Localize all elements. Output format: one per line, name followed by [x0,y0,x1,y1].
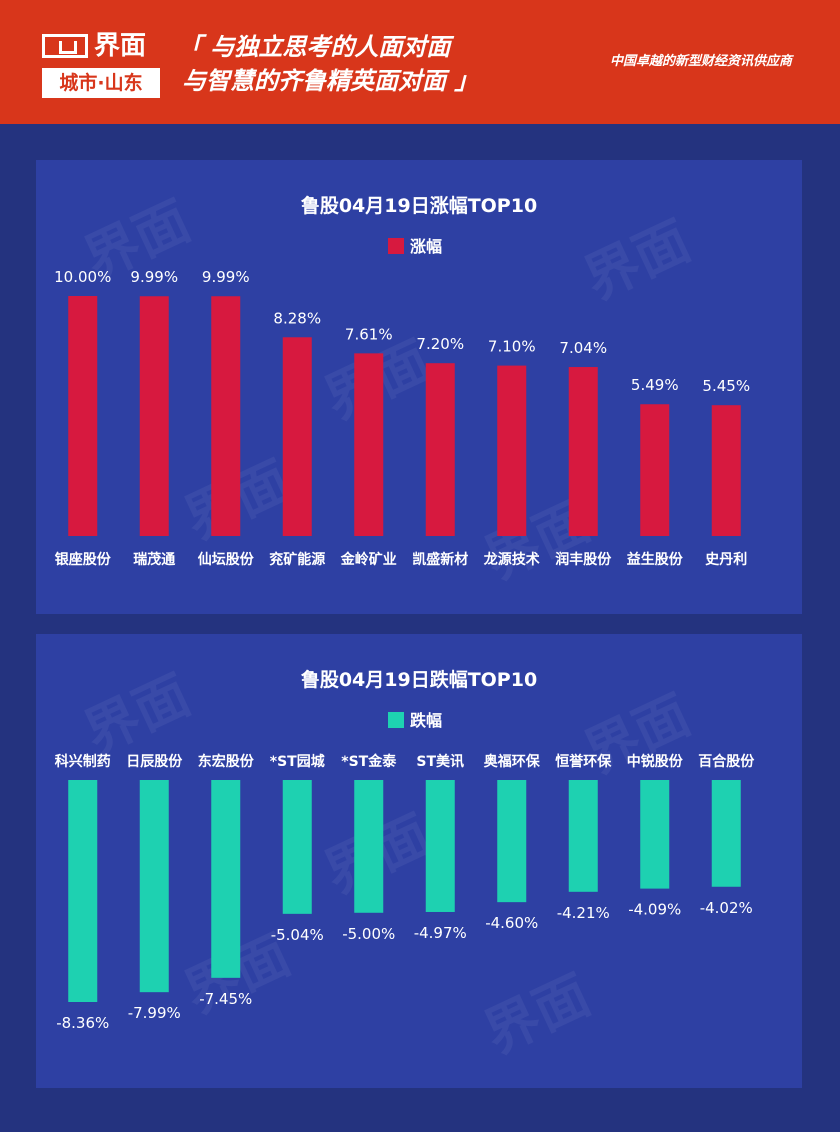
bar-2 [139,780,169,993]
logo-sub: 城市·山东 [42,68,160,98]
chart-title: 鲁股04月19日涨幅TOP10 [300,194,537,217]
category-label-9: 中锐股份 [627,753,684,770]
category-label-8: 润丰股份 [555,551,612,568]
value-label-5: -5.00% [342,925,395,943]
category-label-3: 仙坛股份 [198,551,255,568]
category-label-6: 凯盛新材 [412,551,468,568]
value-label-9: -4.09% [628,901,681,919]
category-label-4: 兖矿能源 [269,551,325,568]
value-label-10: 5.45% [702,377,750,395]
bar-4 [282,780,312,914]
bar-9 [640,404,670,536]
value-label-1: -8.36% [56,1014,109,1032]
category-label-10: 百合股份 [698,753,755,770]
value-label-3: -7.45% [199,990,252,1008]
value-label-7: -4.60% [485,914,538,932]
bar-7 [497,780,527,903]
value-label-6: 7.20% [416,335,464,353]
bar-8 [568,367,598,536]
value-label-2: -7.99% [128,1004,181,1022]
category-label-1: 科兴制药 [55,753,111,770]
category-label-7: 奥福环保 [484,753,541,770]
loss-chart: 界面界面界面界面界面鲁股04月19日跌幅TOP10跌幅-8.36%科兴制药-7.… [55,663,755,1066]
category-label-7: 龙源技术 [483,551,540,568]
category-label-10: 史丹利 [705,551,747,568]
category-label-9: 益生股份 [627,551,684,568]
bar-10 [711,405,741,536]
category-label-4: *ST园城 [270,753,325,770]
watermark: 界面 [75,663,200,766]
bar-3 [211,780,241,978]
category-label-6: ST美讯 [416,753,464,770]
tagline: 中国卓越的新型财经资讯供应商 [609,54,792,69]
legend-label: 涨幅 [410,237,442,256]
value-label-4: 8.28% [273,309,321,327]
slogan-line-2: 与智慧的齐鲁精英面对面 」 [182,67,479,95]
watermark: 界面 [475,963,600,1066]
bar-9 [640,780,670,889]
chart-title: 鲁股04月19日跌幅TOP10 [300,668,537,691]
bar-1 [68,296,98,536]
category-label-5: *ST金泰 [341,753,397,770]
category-label-1: 银座股份 [55,551,112,568]
bar-7 [497,365,527,536]
category-label-2: 瑞茂通 [133,551,175,568]
value-label-2: 9.99% [130,268,178,286]
gain-chart: 界面界面界面界面界面鲁股04月19日涨幅TOP10涨幅10.00%银座股份9.9… [54,189,750,592]
value-label-10: -4.02% [700,899,753,917]
bar-5 [354,353,384,536]
brand-logo: 界面 城市·山东 [42,30,160,102]
gain-chart-panel: 界面界面界面界面界面鲁股04月19日涨幅TOP10涨幅10.00%银座股份9.9… [36,160,802,614]
category-label-3: 东宏股份 [198,753,255,770]
loss-chart-panel: 界面界面界面界面界面鲁股04月19日跌幅TOP10跌幅-8.36%科兴制药-7.… [36,634,802,1088]
value-label-4: -5.04% [271,926,324,944]
bar-1 [68,780,98,1002]
bar-6 [425,780,455,912]
legend-swatch [388,238,404,254]
value-label-8: -4.21% [557,904,610,922]
legend-label: 跌幅 [410,711,442,730]
logo-mark-icon [42,34,88,58]
watermark: 界面 [575,683,700,786]
bar-4 [282,337,312,536]
legend-swatch [388,712,404,728]
slogan: 「 与独立思考的人面对面 与智慧的齐鲁精英面对面 」 [178,30,478,98]
category-label-8: 恒誉环保 [555,753,612,770]
bar-5 [354,780,384,913]
logo-name: 界面 [94,31,147,61]
value-label-9: 5.49% [631,376,679,394]
bar-10 [711,780,741,887]
slogan-line-1: 「 与独立思考的人面对面 [178,33,451,61]
value-label-8: 7.04% [559,339,607,357]
bar-6 [425,363,455,536]
value-label-7: 7.10% [488,338,536,356]
bar-3 [211,296,241,536]
value-label-6: -4.97% [414,924,467,942]
value-label-5: 7.61% [345,325,393,343]
page-header: 界面 城市·山东 「 与独立思考的人面对面 与智慧的齐鲁精英面对面 」 中国卓越… [0,0,840,124]
category-label-5: 金岭矿业 [340,551,397,568]
watermark: 界面 [575,209,700,312]
bar-2 [139,296,169,536]
bar-8 [568,780,598,892]
value-label-3: 9.99% [202,268,250,286]
category-label-2: 日辰股份 [126,753,183,770]
value-label-1: 10.00% [54,268,111,286]
